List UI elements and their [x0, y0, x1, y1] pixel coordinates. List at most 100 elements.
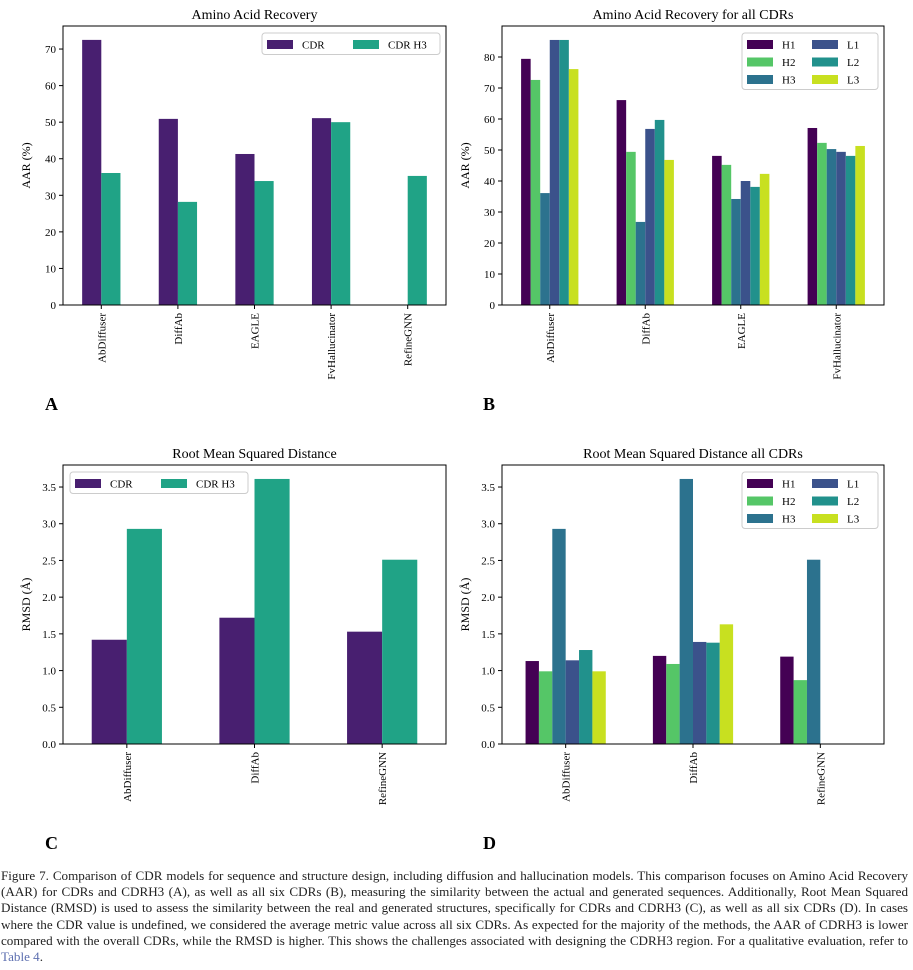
y-tick-label: 3.0 [481, 519, 495, 531]
legend-swatch [161, 479, 187, 488]
x-tick-label: AbDiffuser [122, 752, 134, 802]
bar [806, 559, 821, 744]
x-tick-label: AbDiffuser [96, 313, 108, 363]
bar [654, 119, 665, 306]
legend-label: CDR H3 [196, 479, 235, 491]
panel-label: D [483, 833, 496, 853]
x-tick-label: AbDiffuser [561, 752, 573, 802]
legend-swatch [747, 496, 773, 506]
legend-swatch [747, 40, 773, 49]
bar [652, 655, 667, 744]
bar [664, 159, 674, 305]
bar [549, 39, 560, 305]
bar [721, 164, 732, 305]
y-tick-label: 3.0 [42, 519, 56, 531]
y-axis-label: RMSD (Å) [458, 578, 472, 632]
y-tick-label: 10 [45, 263, 57, 275]
y-tick-label: 70 [45, 44, 57, 56]
panel-label: C [45, 833, 58, 853]
bar [530, 79, 541, 305]
y-tick-label: 0 [490, 300, 496, 312]
x-tick-label: AbDiffuser [545, 313, 557, 363]
chart-title: Root Mean Squared Distance [172, 447, 336, 462]
bar [592, 671, 606, 744]
x-tick-label: DiffAb [688, 752, 700, 784]
x-tick-label: DiffAb [640, 313, 652, 345]
bar [817, 142, 827, 305]
legend-swatch [747, 57, 773, 67]
x-tick-label: DiffAb [250, 752, 262, 784]
y-tick-label: 1.0 [42, 666, 56, 678]
bar [91, 639, 127, 744]
bar [521, 58, 531, 305]
legend-swatch [812, 514, 838, 523]
caption-text: Figure 7. Comparison of CDR models for s… [1, 868, 908, 948]
legend-label: L1 [847, 40, 859, 52]
bar [626, 151, 636, 305]
legend-label: L2 [847, 57, 859, 69]
caption-end: . [39, 949, 43, 965]
bar [538, 671, 553, 744]
legend-swatch [747, 514, 773, 523]
legend-box [69, 471, 249, 494]
legend-label: H1 [782, 479, 795, 491]
x-tick-label: RefineGNN [815, 752, 827, 805]
figure: Amino Acid Recovery AAR (%) A 0 10 20 30 40 50 60… [19, 8, 885, 853]
legend-label: CDR [302, 40, 325, 52]
y-axis-label: RMSD (Å) [19, 578, 33, 632]
panel-label: B [483, 394, 495, 414]
bar [525, 661, 539, 744]
bar [559, 39, 569, 305]
bar [645, 128, 655, 305]
table-link[interactable]: Table 4 [1, 949, 40, 965]
y-tick-label: 20 [484, 238, 496, 250]
legend-swatch [812, 40, 838, 49]
bar [254, 181, 274, 305]
y-tick-label: 0 [51, 300, 57, 312]
bar [635, 221, 646, 305]
x-tick-label: FvHallucinator [831, 313, 843, 380]
y-tick-label: 0.5 [481, 702, 495, 714]
bar [706, 642, 720, 744]
bar [759, 173, 770, 305]
bar [177, 201, 198, 305]
y-tick-label: 40 [45, 154, 57, 166]
y-tick-label: 30 [484, 207, 496, 219]
bar [845, 155, 856, 305]
bar [331, 122, 351, 305]
panel-label: A [45, 394, 58, 414]
bar [540, 193, 550, 305]
legend-swatch [812, 57, 838, 67]
legend-label: H2 [782, 57, 795, 69]
bar [855, 145, 865, 305]
legend-box [741, 32, 879, 90]
y-tick-label: 50 [45, 117, 57, 129]
legend-label: L3 [847, 514, 860, 526]
x-tick-label: EAGLE [736, 313, 748, 349]
legend-label: H2 [782, 496, 795, 508]
legend-swatch [747, 479, 773, 488]
bar [552, 528, 566, 744]
bar [679, 478, 693, 744]
x-tick-label: RefineGNN [403, 313, 415, 366]
bar [750, 186, 760, 305]
legend-label: CDR H3 [388, 40, 427, 52]
bar [254, 478, 290, 744]
bar [382, 559, 418, 744]
bar [693, 641, 707, 744]
y-tick-label: 50 [484, 145, 496, 157]
chart-title: Root Mean Squared Distance all CDRs [583, 447, 803, 462]
legend-swatch [812, 496, 838, 506]
y-tick-label: 60 [484, 114, 496, 126]
x-tick-label: RefineGNN [377, 752, 389, 805]
plot-frame [501, 25, 885, 306]
y-tick-label: 2.0 [481, 592, 495, 604]
x-tick-label: FvHallucinator [326, 313, 338, 380]
y-tick-label: 30 [45, 190, 57, 202]
bar [836, 151, 846, 305]
bar [219, 617, 255, 744]
caption: Figure 7. Comparison of CDR models for s… [1, 868, 908, 965]
bar [780, 656, 794, 744]
x-tick-label: DiffAb [173, 313, 185, 345]
plot-frame [62, 25, 447, 306]
